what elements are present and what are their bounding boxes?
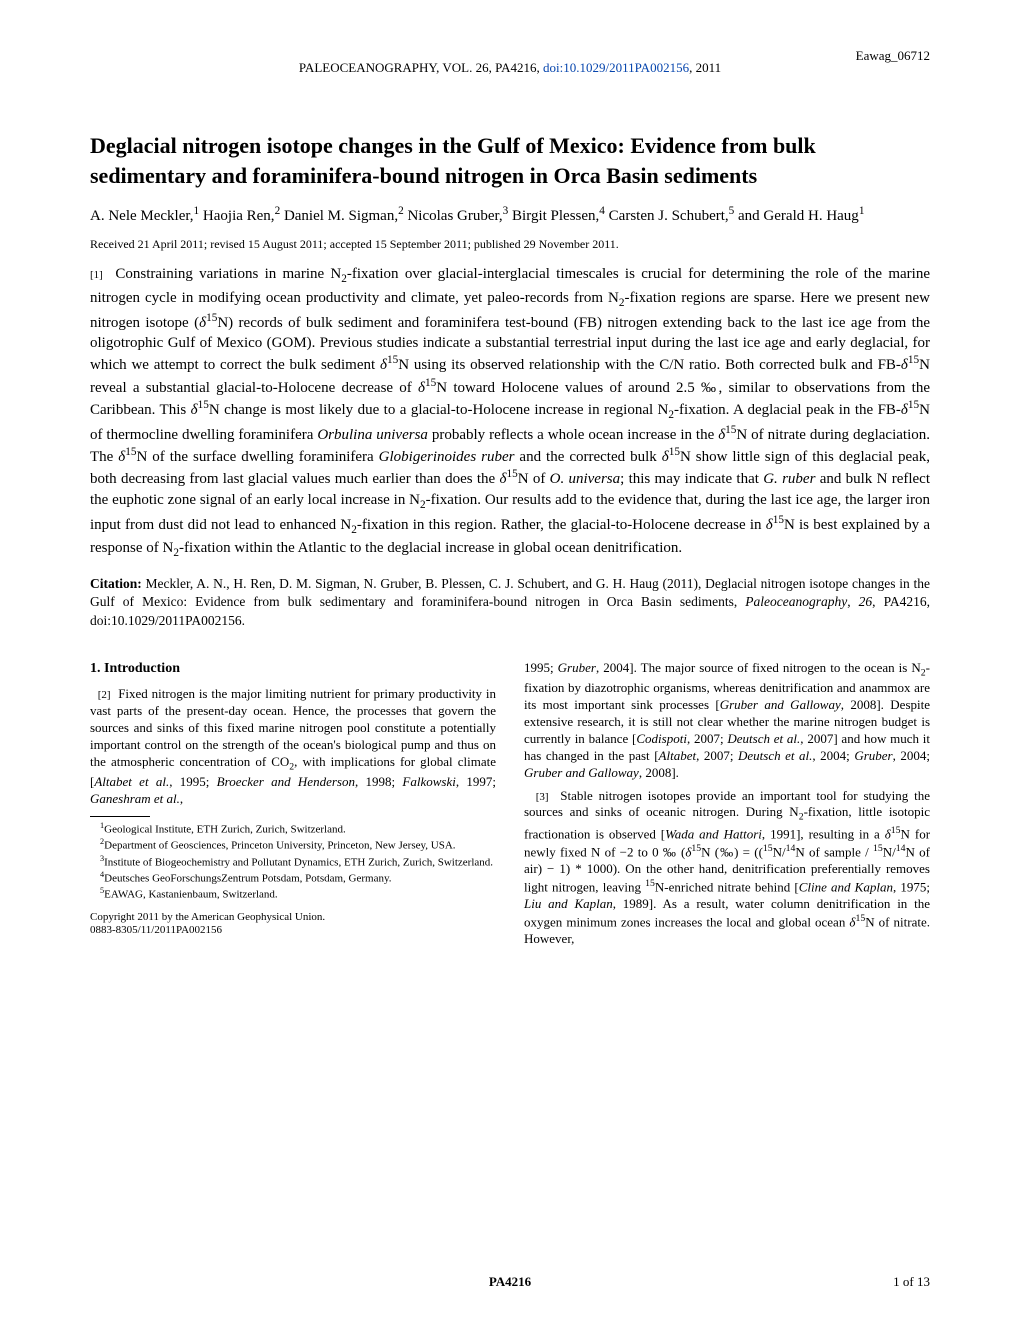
abstract-paragraph: [1] Constraining variations in marine N2…: [90, 264, 930, 561]
intro-paragraph-3: [3] Stable nitrogen isotopes provide an …: [524, 788, 930, 949]
header-year: , 2011: [689, 60, 721, 75]
footer-page-number: 1 of 13: [893, 1274, 930, 1290]
section-heading-introduction: 1. Introduction: [90, 660, 496, 678]
two-column-body: 1. Introduction [2] Fixed nitrogen is th…: [90, 660, 930, 954]
copyright-line: Copyright 2011 by the American Geophysic…: [90, 911, 496, 925]
author-list: A. Nele Meckler,1 Haojia Ren,2 Daniel M.…: [90, 204, 930, 227]
affiliation-2: 2Department of Geosciences, Princeton Un…: [90, 837, 496, 853]
doi-link[interactable]: doi:10.1029/2011PA002156: [543, 60, 689, 75]
journal-name: PALEOCEANOGRAPHY, VOL. 26, PA4216,: [299, 60, 543, 75]
intro-paragraph-2: [2] Fixed nitrogen is the major limiting…: [90, 686, 496, 808]
left-column: 1. Introduction [2] Fixed nitrogen is th…: [90, 660, 496, 954]
footer-page-id: PA4216: [90, 1274, 930, 1290]
intro-paragraph-2-cont: 1995; Gruber, 2004]. The major source of…: [524, 660, 930, 782]
affiliation-4: 4Deutsches GeoForschungsZentrum Potsdam,…: [90, 870, 496, 886]
document-tag: Eawag_06712: [856, 48, 930, 64]
page-footer: PA4216 1 of 13: [90, 1274, 930, 1290]
affiliation-separator: [90, 816, 150, 817]
journal-header: PALEOCEANOGRAPHY, VOL. 26, PA4216, doi:1…: [90, 60, 930, 76]
affiliation-5: 5EAWAG, Kastanienbaum, Switzerland.: [90, 886, 496, 902]
issn-line: 0883-8305/11/2011PA002156: [90, 924, 496, 938]
affiliation-3: 3Institute of Biogeochemistry and Pollut…: [90, 854, 496, 870]
paper-title: Deglacial nitrogen isotope changes in th…: [90, 131, 930, 190]
publication-dates: Received 21 April 2011; revised 15 Augus…: [90, 237, 930, 252]
right-column: 1995; Gruber, 2004]. The major source of…: [524, 660, 930, 954]
affiliation-1: 1Geological Institute, ETH Zurich, Zuric…: [90, 821, 496, 837]
citation-block: Citation: Meckler, A. N., H. Ren, D. M. …: [90, 575, 930, 630]
